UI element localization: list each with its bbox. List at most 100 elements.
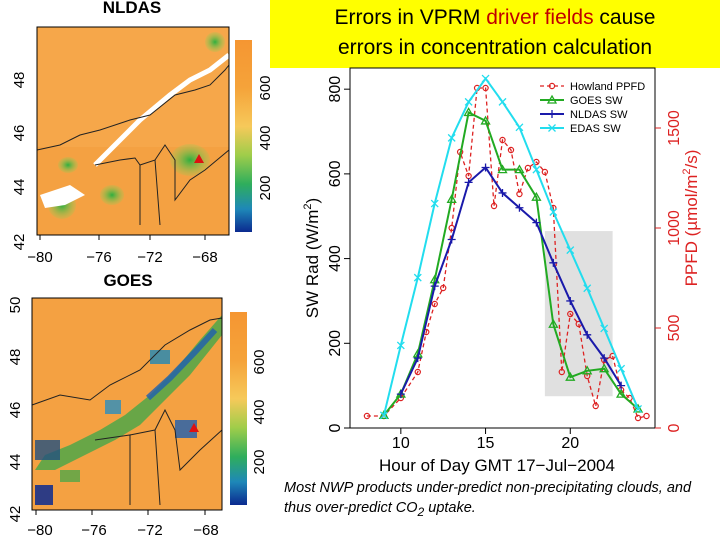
map1-green-patch [100, 185, 124, 205]
data-point [464, 97, 473, 106]
map1-lon-label: −72 [137, 249, 162, 266]
data-point [429, 274, 440, 284]
data-point [566, 246, 575, 255]
legend-label: Howland PPFD [570, 81, 645, 93]
x-tick-label: 20 [561, 435, 579, 452]
data-point [490, 202, 498, 210]
map1-lat-label: 42 [11, 234, 28, 251]
data-point [626, 394, 633, 402]
data-point [531, 191, 542, 201]
data-point [532, 165, 541, 174]
map1-border [36, 64, 230, 151]
map2-blue-band [145, 327, 218, 401]
legend-label: EDAS SW [570, 123, 621, 135]
data-point [533, 158, 540, 166]
map1-lat-label: 48 [11, 72, 28, 89]
map2-lat-label: 44 [7, 454, 24, 471]
data-point [599, 363, 610, 373]
series-goes-sw [378, 107, 644, 419]
data-point [498, 188, 507, 197]
map2-lat-label: 46 [7, 402, 24, 419]
data-point [363, 412, 371, 420]
y-axis-label: SW Rad (W/m2) [302, 198, 322, 318]
shaded-region [544, 231, 613, 397]
map1-title: NLDAS [103, 0, 162, 17]
map1-cbar-label: 600 [257, 75, 274, 100]
data-point [439, 284, 447, 292]
map2-cloud-patch [150, 350, 170, 364]
map2-cloud-patch [35, 485, 53, 505]
map1-cbar-label: 200 [257, 175, 274, 200]
data-point [567, 310, 574, 318]
data-point [431, 300, 438, 308]
data-point [464, 178, 473, 187]
data-point [396, 341, 405, 350]
data-point [549, 258, 558, 267]
map2-frame [31, 297, 223, 511]
data-point [480, 115, 491, 125]
data-point [548, 82, 556, 90]
title-text-highlight: driver fields [486, 6, 594, 29]
data-point [583, 330, 592, 339]
data-point [617, 381, 626, 390]
map2-lat-label: 42 [7, 506, 24, 523]
map2-border [94, 408, 223, 506]
data-point [515, 203, 524, 212]
data-point [430, 199, 439, 208]
data-point [423, 328, 430, 336]
x-tick-label: 15 [477, 435, 495, 452]
data-point [395, 388, 406, 398]
map2-lon-label: −80 [27, 522, 52, 539]
map2-cloud-patch [60, 470, 80, 482]
map2-title: GOES [103, 271, 152, 290]
data-point [482, 84, 489, 92]
data-point [615, 388, 627, 398]
series-line [382, 76, 640, 416]
map2-cloud-patch [175, 420, 197, 438]
map1-river [93, 53, 231, 167]
title-line-1: Errors in VPRM driver fields cause [270, 6, 720, 30]
data-point [473, 84, 481, 92]
y-tick-label: 800 [327, 76, 344, 103]
data-point [397, 394, 405, 402]
data-point [412, 348, 423, 358]
data-point [548, 110, 556, 118]
y-tick-label: 400 [327, 245, 344, 272]
data-point [546, 94, 558, 104]
series-line [399, 165, 622, 395]
data-point [548, 318, 559, 328]
legend-label: NLDAS SW [570, 109, 628, 121]
data-point [515, 123, 524, 132]
map2-lat-label: 50 [7, 297, 24, 314]
data-point [541, 168, 549, 176]
slide-caption: Most NWP products under-predict non-prec… [284, 478, 714, 522]
data-point [465, 172, 472, 180]
data-point [566, 296, 575, 305]
data-point [575, 320, 582, 328]
data-point [634, 404, 643, 413]
plot-frame [349, 67, 656, 429]
map2-lon-label: −76 [81, 522, 106, 539]
data-point [632, 403, 644, 413]
data-point [413, 354, 422, 363]
map2-marker [189, 423, 199, 432]
data-point [558, 368, 566, 376]
data-point [499, 136, 506, 144]
caption-text-end: uptake. [424, 500, 476, 516]
legend-label: GOES SW [570, 95, 623, 107]
data-point [582, 365, 593, 375]
data-point [514, 164, 525, 174]
map2-lat-label: 48 [7, 349, 24, 366]
map1-lat-label: 46 [11, 125, 28, 142]
data-point [413, 273, 422, 282]
data-point [532, 218, 541, 227]
series-nldas-sw [396, 163, 626, 399]
map2: −80 −76 −72 −68 42 44 46 48 50 200 400 6… [7, 297, 268, 539]
data-point [600, 354, 609, 363]
y2-tick-label: 500 [666, 315, 683, 342]
data-point [592, 402, 599, 410]
data-point [548, 124, 556, 132]
data-point [617, 386, 625, 394]
data-point [516, 190, 523, 198]
data-point [549, 208, 558, 216]
